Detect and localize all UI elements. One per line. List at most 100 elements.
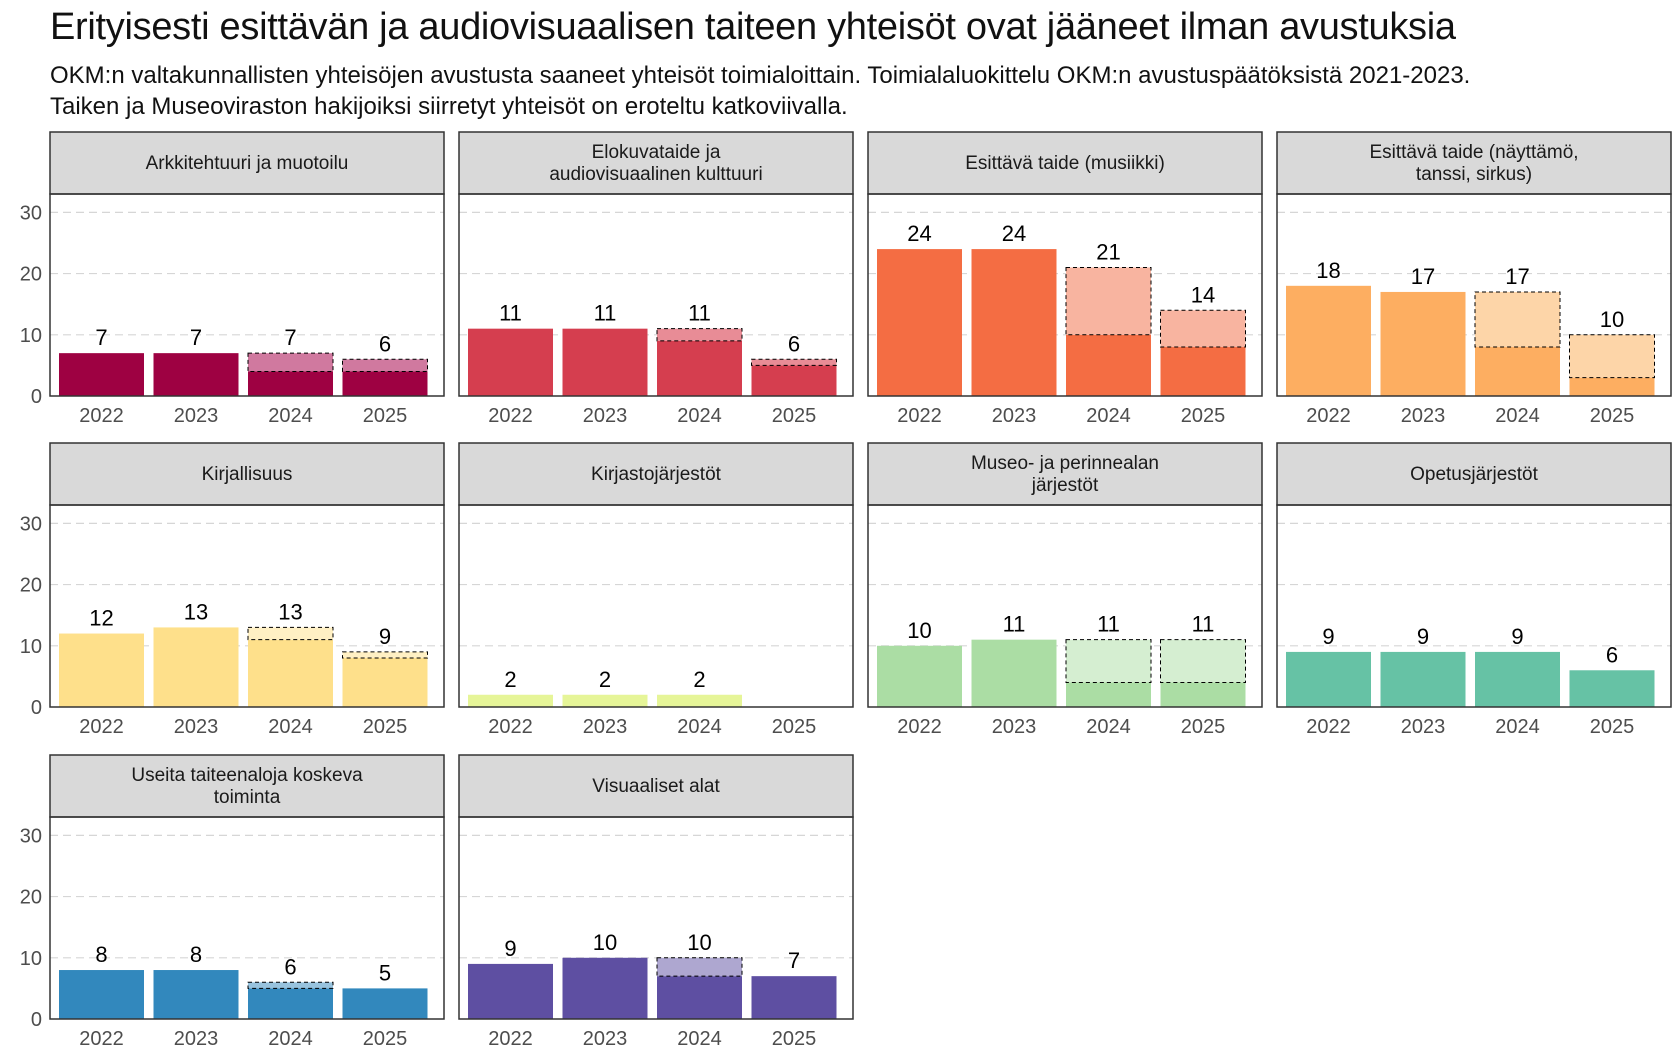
panel-1-value-label-2023: 7 xyxy=(190,325,202,350)
panel-1-frame xyxy=(49,193,445,397)
panel-10-x-tick-2025: 2025 xyxy=(772,1028,817,1050)
panel-10-bar-2022 xyxy=(468,963,553,1019)
panel-7-x-tick-2024: 2024 xyxy=(1086,716,1131,738)
panel-4-value-label-2022: 18 xyxy=(1316,258,1340,283)
y-tick-label-row2-0: 0 xyxy=(31,697,42,719)
panel-9-bar-2023 xyxy=(153,970,239,1019)
panel-5-strip xyxy=(49,442,445,506)
panel-4-title-line-2: tanssi, sirkus) xyxy=(1416,164,1532,185)
panel-9-strip xyxy=(49,754,445,818)
panel-1-bar-transferred-2024 xyxy=(247,352,334,373)
panel-4-value-label-2024: 17 xyxy=(1505,264,1529,289)
panel-2-bar-2024 xyxy=(657,340,742,396)
panel-4-bar-transferred-2025 xyxy=(1569,334,1655,379)
y-tick-label-row3-0: 0 xyxy=(31,1009,42,1031)
panel-9-title-line-1: Useita taiteenaloja koskeva xyxy=(131,765,363,786)
panel-2-bar-2022 xyxy=(468,328,553,396)
panel-4-bar-2023 xyxy=(1380,291,1466,396)
panel-1-bar-transferred-2025 xyxy=(342,358,428,373)
panel-3-x-tick-2024: 2024 xyxy=(1086,405,1131,427)
panel-2-title-line-1: Elokuvataide ja xyxy=(592,142,721,163)
panel-10-frame xyxy=(458,816,854,1020)
panel-5-bar-2025 xyxy=(342,658,428,707)
panel-9-value-label-2025: 5 xyxy=(379,960,391,985)
y-tick-label-row1-10: 10 xyxy=(20,325,42,347)
panel-1-title-line-1: Arkkitehtuuri ja muotoilu xyxy=(146,153,349,174)
panel-4-bar-2025 xyxy=(1569,377,1655,396)
panel-4-value-label-2025: 10 xyxy=(1600,307,1624,332)
panel-1-bar-2023 xyxy=(153,353,239,396)
panel-2-frame xyxy=(458,193,854,397)
panel-8-x-tick-2025: 2025 xyxy=(1590,716,1635,738)
panel-2-x-tick-2024: 2024 xyxy=(677,405,722,427)
chart-title: Erityisesti esittävän ja audiovisuaalise… xyxy=(50,6,1456,48)
panel-5-value-label-2023: 13 xyxy=(184,599,208,624)
panel-4-frame xyxy=(1276,193,1672,397)
y-tick-label-row2-10: 10 xyxy=(20,636,42,658)
panel-10-bar-2024 xyxy=(657,976,742,1019)
panel-10-bar-2025 xyxy=(751,976,837,1019)
panel-7-bar-2024 xyxy=(1066,682,1151,707)
panel-1-value-label-2022: 7 xyxy=(95,325,107,350)
panel-3-value-label-2022: 24 xyxy=(907,221,931,246)
panel-8-x-tick-2024: 2024 xyxy=(1495,716,1540,738)
panel-9-x-tick-2024: 2024 xyxy=(268,1028,313,1050)
panel-3-x-tick-2022: 2022 xyxy=(897,405,942,427)
panel-6-bar-2023 xyxy=(562,694,648,707)
panel-8-x-tick-2023: 2023 xyxy=(1401,716,1446,738)
panel-4-bar-transferred-2024 xyxy=(1474,291,1561,348)
panel-6-x-tick-2022: 2022 xyxy=(488,716,533,738)
y-tick-label-row2-20: 20 xyxy=(20,575,42,597)
panel-8-x-tick-2022: 2022 xyxy=(1306,716,1351,738)
panel-9-x-tick-2025: 2025 xyxy=(363,1028,408,1050)
panel-3-bar-2024 xyxy=(1066,334,1151,396)
panel-5-title-line-1: Kirjallisuus xyxy=(202,464,293,485)
y-tick-label-row1-30: 30 xyxy=(20,202,42,224)
panel-6-value-label-2023: 2 xyxy=(599,667,611,692)
panel-4-x-tick-2022: 2022 xyxy=(1306,405,1351,427)
panel-8-frame xyxy=(1276,504,1672,708)
panel-7-x-tick-2023: 2023 xyxy=(992,716,1037,738)
panel-6-x-tick-2023: 2023 xyxy=(583,716,628,738)
panel-3-value-label-2025: 14 xyxy=(1191,282,1215,307)
panel-2-x-tick-2022: 2022 xyxy=(488,405,533,427)
panel-3-bar-2023 xyxy=(971,249,1057,396)
panel-6-value-label-2022: 2 xyxy=(504,667,516,692)
panel-3-value-label-2024: 21 xyxy=(1096,239,1120,264)
panel-8-bar-2023 xyxy=(1380,651,1466,707)
panel-7-bar-2025 xyxy=(1160,682,1246,707)
panel-8-value-label-2025: 6 xyxy=(1606,642,1618,667)
panel-6-x-tick-2024: 2024 xyxy=(677,716,722,738)
panel-4-bar-2024 xyxy=(1475,347,1560,396)
panel-5-x-tick-2023: 2023 xyxy=(174,716,219,738)
panel-5-x-tick-2022: 2022 xyxy=(79,716,124,738)
panel-2-value-label-2023: 11 xyxy=(594,301,617,326)
panel-6-value-label-2024: 2 xyxy=(693,667,705,692)
panel-2-title-line-2: audiovisuaalinen kulttuuri xyxy=(549,164,762,185)
panel-7-strip xyxy=(867,442,1263,506)
panel-6-frame xyxy=(458,504,854,708)
panel-5-bar-2024 xyxy=(248,639,333,707)
panel-7-bar-2022 xyxy=(877,645,962,707)
panel-4-x-tick-2023: 2023 xyxy=(1401,405,1446,427)
panel-8-bar-2022 xyxy=(1286,651,1371,707)
panel-5-x-tick-2025: 2025 xyxy=(363,716,408,738)
panel-2-value-label-2024: 11 xyxy=(688,301,711,326)
panel-2-value-label-2022: 11 xyxy=(499,301,522,326)
panel-10-strip xyxy=(458,754,854,818)
panel-2-value-label-2025: 6 xyxy=(788,331,800,356)
panel-4-x-tick-2025: 2025 xyxy=(1590,405,1635,427)
panel-1-x-tick-2025: 2025 xyxy=(363,405,408,427)
y-tick-label-row1-20: 20 xyxy=(20,264,42,286)
panel-7-value-label-2024: 11 xyxy=(1097,612,1120,637)
panel-2-bar-2023 xyxy=(562,328,648,396)
panel-1-value-label-2024: 7 xyxy=(284,325,296,350)
panel-9-title-line-2: toiminta xyxy=(214,787,281,808)
panel-1-x-tick-2022: 2022 xyxy=(79,405,124,427)
panel-6-x-tick-2025: 2025 xyxy=(772,716,817,738)
panel-5-bar-transferred-2025 xyxy=(342,651,428,659)
panel-5-value-label-2024: 13 xyxy=(278,599,302,624)
panel-10-value-label-2022: 9 xyxy=(504,936,516,961)
panel-9-value-label-2022: 8 xyxy=(95,942,107,967)
